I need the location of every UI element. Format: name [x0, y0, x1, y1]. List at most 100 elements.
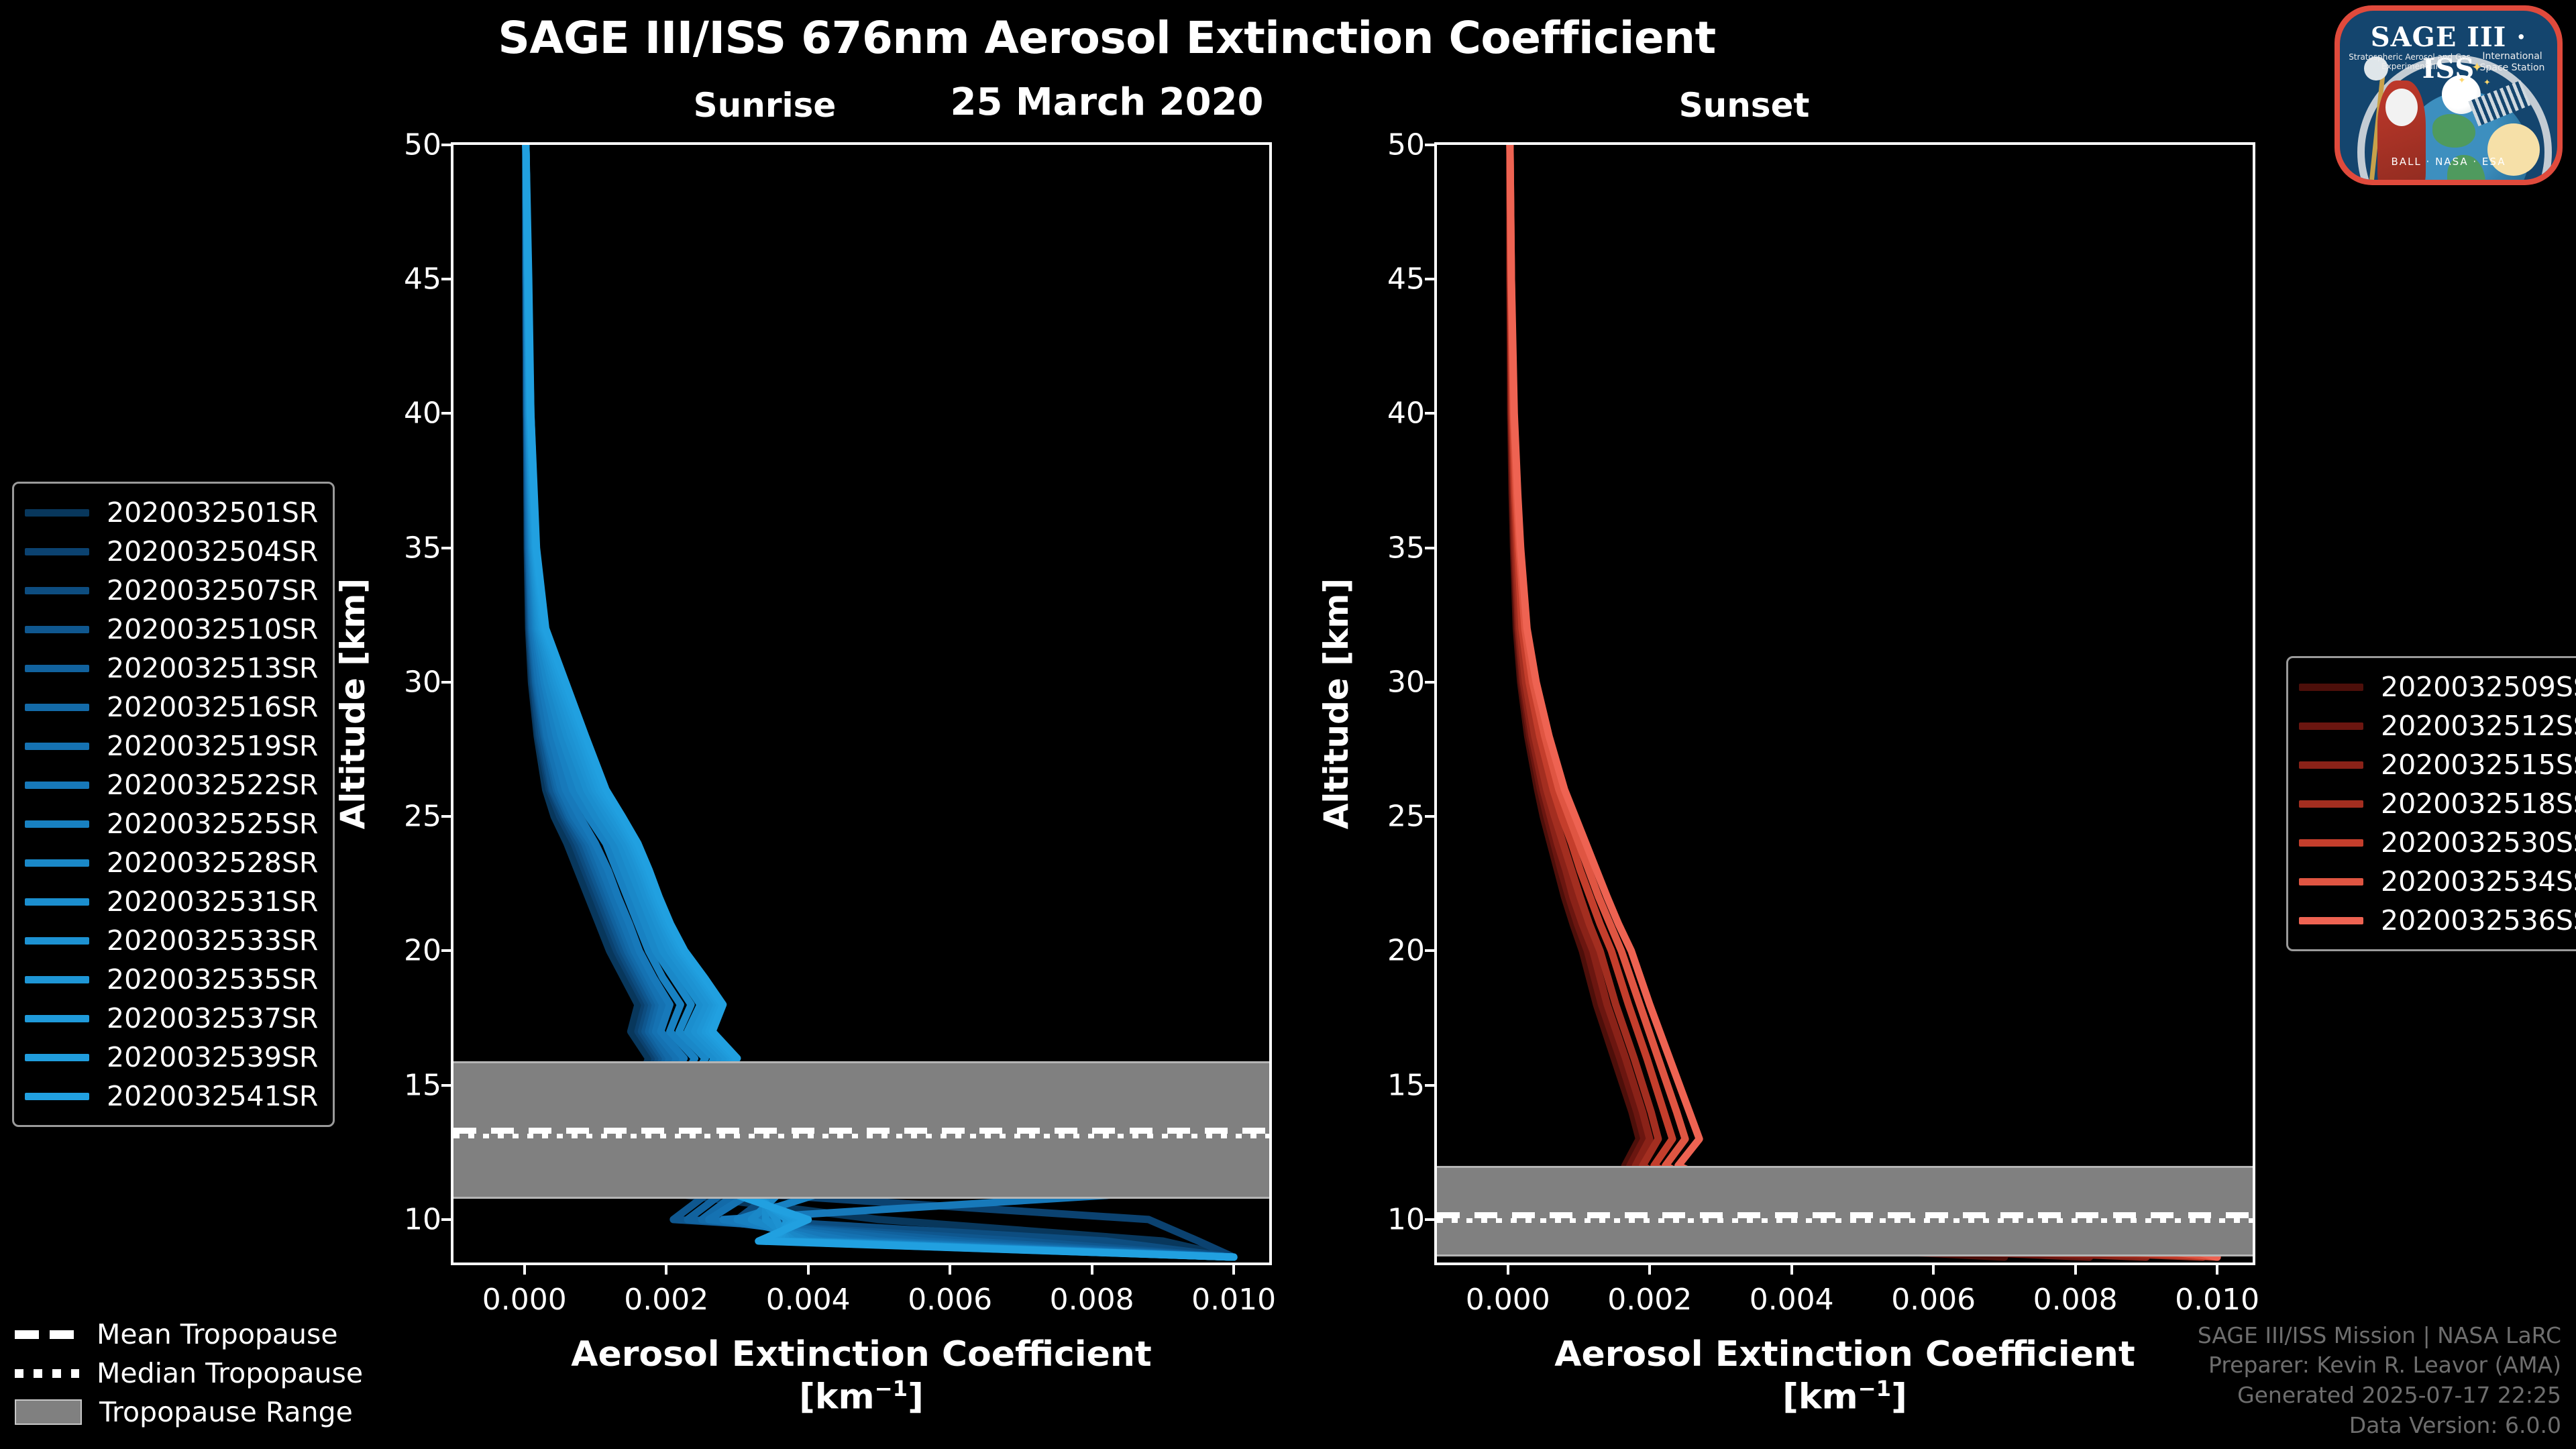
legend-item[interactable]: 2020032530SS — [2299, 823, 2576, 862]
legend-color-swatch — [2299, 722, 2363, 730]
legend-label: 2020032518SS — [2381, 788, 2576, 820]
y-tick-mark — [1425, 412, 1437, 415]
legend-label: 2020032533SR — [107, 924, 319, 957]
y-tick-mark — [441, 278, 453, 281]
legend-item[interactable]: 2020032519SR — [25, 727, 318, 765]
y-axis-label-sunset: Altitude [km] — [1317, 578, 1356, 830]
plot-clip-sunrise — [453, 145, 1269, 1263]
x-tick-label: 0.006 — [1891, 1283, 1976, 1317]
x-tick-mark — [1790, 1263, 1793, 1275]
legend-label: 2020032537SR — [107, 1002, 319, 1034]
logo-subtitle-right: International Space Station — [2479, 51, 2545, 73]
y-tick-mark — [1425, 144, 1437, 146]
y-tick-label: 40 — [404, 396, 441, 431]
legend-color-swatch — [25, 625, 89, 633]
legend-item[interactable]: 2020032501SR — [25, 493, 318, 532]
legend-item[interactable]: 2020032515SS — [2299, 745, 2576, 784]
logo-title: SAGE III · ISS — [2370, 21, 2527, 85]
legend-sunset[interactable]: 2020032509SS 2020032512SS 2020032515SS 2020… — [2286, 656, 2576, 951]
legend-sunrise[interactable]: 2020032501SR 2020032504SR 2020032507SR 2020… — [12, 482, 335, 1127]
y-tick-label: 50 — [1387, 127, 1425, 162]
profile-line — [1506, 145, 2008, 1261]
legend-item[interactable]: 2020032509SS — [2299, 667, 2576, 706]
y-tick-mark — [441, 546, 453, 549]
legend-label: 2020032525SR — [107, 808, 319, 840]
legend-label-range: Tropopause Range — [99, 1396, 353, 1428]
legend-item[interactable]: 2020032539SR — [25, 1038, 318, 1077]
legend-color-swatch — [2299, 877, 2363, 885]
x-tick-mark — [949, 1263, 952, 1275]
legend-item[interactable]: 2020032510SR — [25, 610, 318, 649]
legend-item-median-tropopause[interactable]: Median Tropopause — [15, 1354, 363, 1393]
page-subtitle: 25 March 2020 — [950, 80, 1264, 124]
legend-label: 2020032534SS — [2381, 865, 2576, 898]
x-tick-mark — [1506, 1263, 1509, 1275]
legend-item-tropopause-range[interactable]: Tropopause Range — [15, 1393, 363, 1432]
profile-line — [1506, 145, 2221, 1261]
plot-area-sunset: 10 15 20 25 30 35 40 45 50 0.000 0.002 0.004 0.006 0… — [1317, 128, 2259, 1417]
x-tick-mark — [1090, 1263, 1093, 1275]
x-tick-label: 0.000 — [482, 1283, 567, 1317]
legend-color-swatch — [25, 975, 89, 983]
legend-color-swatch — [25, 703, 89, 711]
y-tick-mark — [441, 949, 453, 953]
legend-item[interactable]: 2020032535SR — [25, 960, 318, 999]
y-tick-label: 25 — [1387, 799, 1425, 834]
y-tick-mark — [441, 815, 453, 818]
legend-item[interactable]: 2020032504SR — [25, 532, 318, 571]
y-tick-mark — [1425, 1218, 1437, 1221]
logo-subtitle-left: Stratospheric Aerosol and Gas Experiment… — [2349, 52, 2471, 71]
y-tick-label: 25 — [404, 799, 441, 834]
legend-tropopause[interactable]: Mean Tropopause Median Tropopause Tropop… — [15, 1315, 363, 1432]
y-tick-mark — [1425, 278, 1437, 281]
mean-tropopause-line-sunrise — [453, 1127, 1269, 1134]
x-tick-mark — [1232, 1263, 1236, 1275]
legend-item[interactable]: 2020032536SS — [2299, 901, 2576, 940]
y-tick-mark — [1425, 1083, 1437, 1087]
legend-item[interactable]: 2020032507SR — [25, 571, 318, 610]
credits-block: SAGE III/ISS Mission | NASA LaRC Prepare… — [2198, 1321, 2561, 1442]
credits-generated: Generated 2025-07-17 22:25 — [2237, 1382, 2561, 1409]
x-axis-label-sunrise: Aerosol Extinction Coefficient [km−1] — [453, 1334, 1269, 1419]
tropopause-range-bottom-sunrise — [453, 1196, 1269, 1199]
median-tropopause-line-sunset — [1437, 1218, 2253, 1223]
legend-color-swatch — [25, 898, 89, 906]
y-tick-mark — [1425, 680, 1437, 684]
y-tick-label: 45 — [1387, 262, 1425, 297]
legend-item[interactable]: 2020032533SR — [25, 921, 318, 960]
credits-data-version: Data Version: 6.0.0 — [2349, 1412, 2561, 1439]
legend-label: 2020032530SS — [2381, 826, 2576, 859]
page-title: SAGE III/ISS 676nm Aerosol Extinction Co… — [498, 12, 1716, 64]
legend-item-mean-tropopause[interactable]: Mean Tropopause — [15, 1315, 363, 1354]
median-tropopause-line-sunrise — [453, 1133, 1269, 1138]
x-tick-label: 0.002 — [1607, 1283, 1693, 1317]
x-axis-label-text: Aerosol Extinction Coefficient — [1554, 1334, 2135, 1375]
legend-item[interactable]: 2020032525SR — [25, 804, 318, 843]
legend-item[interactable]: 2020032541SR — [25, 1077, 318, 1116]
y-tick-label: 45 — [404, 262, 441, 297]
legend-label-median: Median Tropopause — [97, 1357, 364, 1389]
legend-item[interactable]: 2020032518SS — [2299, 784, 2576, 823]
legend-item[interactable]: 2020032513SR — [25, 649, 318, 688]
y-tick-label: 10 — [404, 1202, 441, 1237]
legend-color-swatch — [2299, 683, 2363, 691]
legend-item[interactable]: 2020032516SR — [25, 688, 318, 727]
legend-label: 2020032519SR — [107, 730, 319, 762]
legend-label: 2020032507SR — [107, 574, 319, 606]
legend-item[interactable]: 2020032537SR — [25, 999, 318, 1038]
x-tick-label: 0.010 — [1191, 1283, 1277, 1317]
y-tick-mark — [441, 1083, 453, 1087]
legend-item[interactable]: 2020032512SS — [2299, 706, 2576, 745]
x-tick-label: 0.004 — [765, 1283, 851, 1317]
panel-header-sunrise: Sunrise — [693, 86, 837, 125]
x-tick-label: 0.002 — [624, 1283, 709, 1317]
legend-item[interactable]: 2020032534SS — [2299, 862, 2576, 901]
legend-item[interactable]: 2020032528SR — [25, 843, 318, 882]
credits-mission: SAGE III/ISS Mission | NASA LaRC — [2197, 1322, 2561, 1348]
x-tick-mark — [665, 1263, 668, 1275]
legend-item[interactable]: 2020032522SR — [25, 765, 318, 804]
legend-item[interactable]: 2020032531SR — [25, 882, 318, 921]
y-tick-mark — [441, 144, 453, 146]
legend-color-swatch — [2299, 761, 2363, 769]
legend-color-swatch — [25, 586, 89, 594]
